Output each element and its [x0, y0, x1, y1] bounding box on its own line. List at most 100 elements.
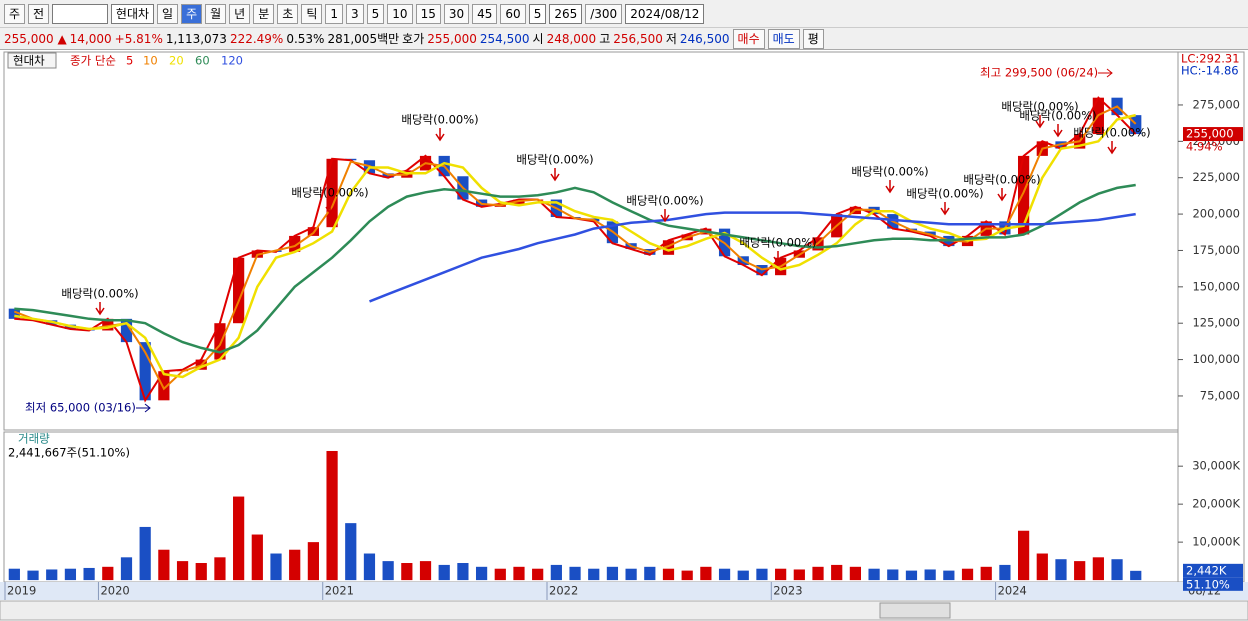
toolbar-item[interactable]: 10	[387, 3, 413, 24]
stock-name: 현대차	[13, 54, 45, 68]
toolbar-item[interactable]: 초	[277, 3, 299, 24]
toolbar-item[interactable]: 2024/08/12	[625, 3, 705, 24]
toolbar-item[interactable]: 60	[500, 3, 526, 24]
x-tick-label: 2024	[998, 584, 1027, 598]
volume-bar	[27, 570, 39, 581]
price-box	[1183, 127, 1243, 142]
candle-body	[214, 323, 226, 360]
lc-label: LC:292.31	[1181, 52, 1240, 66]
x-tick-label: 2020	[100, 584, 129, 598]
quote-item[interactable]: 매수	[732, 28, 765, 49]
toolbar-item[interactable]: 월	[205, 3, 227, 24]
toolbar-item[interactable]: 1	[325, 3, 343, 24]
volume-bar	[662, 568, 675, 581]
quote-item: 호가	[402, 32, 425, 46]
volume-bar	[681, 570, 693, 581]
toolbar-item[interactable]: 30	[443, 3, 470, 24]
volume-bar	[1017, 530, 1030, 581]
candle-body	[102, 318, 114, 331]
quote-bar: 255,000 ▲ 14,000 +5.81% 1,113,073 222.49% 0.5…	[0, 28, 1248, 50]
quote-item: 시	[532, 32, 544, 46]
y-tick-label: 75,000	[1200, 388, 1240, 402]
price-change: 4.94%	[1186, 140, 1223, 154]
volume-bar	[195, 563, 207, 581]
quote-item[interactable]: 254,500	[479, 31, 530, 46]
dividend-arrow	[325, 201, 335, 215]
legend-entry: 120	[221, 54, 243, 68]
volume-bar	[569, 566, 581, 581]
quote-item[interactable]: 246,500	[679, 31, 730, 46]
volume-bar	[83, 567, 95, 581]
dividend-label: 배당락(0.00%)	[291, 186, 368, 200]
y-tick-label: 175,000	[1192, 243, 1240, 257]
candle-body	[8, 308, 20, 319]
dividend-label: 배당락(0.00%)	[626, 194, 703, 208]
candle-body	[233, 257, 245, 324]
volume-box	[1183, 563, 1243, 578]
toolbar-item[interactable]: 5	[366, 3, 385, 24]
toolbar-item[interactable]: 주	[181, 3, 203, 24]
legend-entry: 5	[126, 54, 133, 68]
arrow	[136, 403, 151, 413]
dividend-arrow	[1107, 141, 1117, 155]
dividend-label: 배당락(0.00%)	[61, 287, 138, 301]
volume-bar	[737, 570, 749, 581]
volume-bar	[513, 566, 525, 581]
toolbar-item[interactable]: 현대차	[110, 3, 155, 24]
toolbar-item[interactable]: 3	[346, 3, 364, 24]
chart: 75,000 100,000 125,000 150,000 175,000 200,00…	[0, 50, 1248, 621]
toolbar-item[interactable]: /300	[585, 3, 623, 24]
quote-item: 고	[599, 32, 611, 46]
volume-bar	[158, 549, 170, 581]
candle-body	[139, 342, 151, 401]
volume-bar	[1092, 557, 1104, 581]
volume-bar	[382, 561, 394, 581]
volume-bar	[1111, 559, 1123, 581]
volume-bar	[363, 553, 376, 581]
dividend-label: 배당락(0.00%)	[739, 236, 816, 250]
toolbar-item[interactable]: 일	[157, 3, 179, 24]
x-axis-bar	[0, 582, 1248, 600]
toolbar-item[interactable]: 15	[415, 3, 441, 24]
dividend-label: 배당락(0.00%)	[1019, 109, 1096, 123]
toolbar-item[interactable]: 년	[229, 3, 251, 24]
volume-bar	[943, 570, 955, 581]
dividend-arrow	[1035, 115, 1045, 129]
toolbar-item[interactable]: 5	[528, 3, 547, 24]
x-tick-label: 2021	[325, 584, 354, 598]
toolbar-item[interactable]: 주	[4, 3, 26, 24]
low-label: 최저 65,000 (03/16)	[25, 401, 136, 415]
volume-bar	[700, 566, 712, 581]
quote-item: 14,000	[69, 31, 112, 46]
dividend-arrow	[435, 128, 445, 142]
volume-bar	[868, 568, 880, 581]
scroll-controls[interactable]	[879, 602, 951, 619]
volume-title: 거래량	[18, 432, 50, 446]
dividend-label: 배당락(0.00%)	[963, 173, 1040, 187]
price-box-label: 255,000	[1186, 127, 1234, 141]
quote-item[interactable]: 매도	[767, 28, 800, 49]
candle-body	[1017, 155, 1030, 235]
toolbar-item[interactable]: 265	[549, 3, 583, 24]
volume-bar	[457, 563, 469, 581]
volume-bar	[289, 549, 301, 581]
y-tick-label: 200,000	[1192, 207, 1240, 221]
volume-bar	[419, 561, 432, 581]
background	[0, 50, 1248, 621]
y-tick-label: 275,000	[1192, 97, 1240, 111]
quote-item[interactable]: 평	[802, 28, 824, 49]
volume-bar	[756, 568, 768, 581]
legend-entry: 20	[169, 54, 184, 68]
toolbar-item[interactable]: 틱	[301, 3, 323, 24]
toolbar-item[interactable]: 45	[472, 3, 498, 24]
dividend-arrow	[550, 168, 560, 182]
toolbar-item[interactable]: 전	[28, 3, 50, 24]
x-tick-label: 2023	[773, 584, 802, 598]
volume-bar	[270, 553, 282, 581]
volume-bar	[980, 566, 992, 581]
candle-body	[289, 235, 301, 252]
candle-body	[662, 240, 675, 255]
toolbar-item[interactable]: 005380	[52, 3, 108, 24]
toolbar-item[interactable]: 분	[253, 3, 275, 24]
